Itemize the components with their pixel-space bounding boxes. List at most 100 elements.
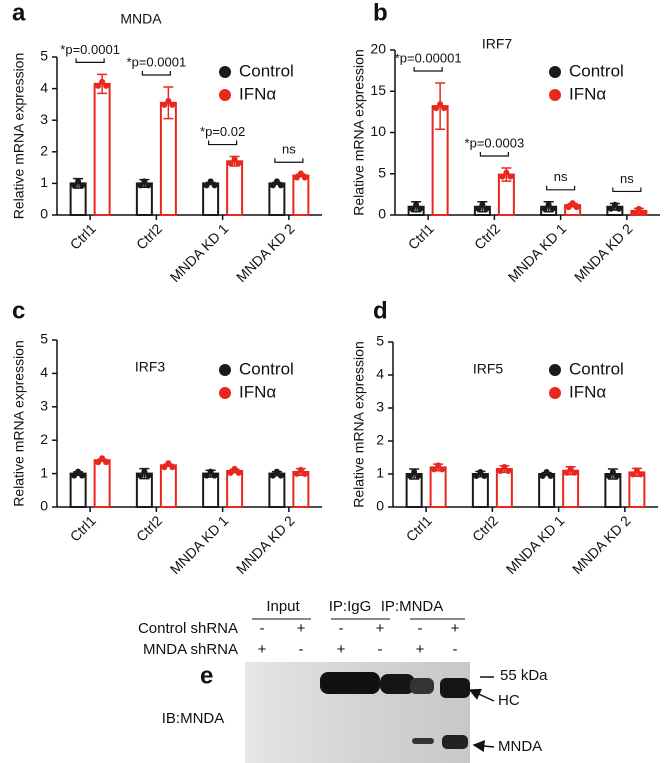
x-tick-label: Ctrl2 [471, 220, 503, 252]
y-axis-label: Relative mRNA expression [351, 341, 367, 508]
y-tick-label: 4 [376, 366, 384, 382]
data-dot [573, 204, 580, 211]
legend-label: Control [239, 61, 294, 80]
legend-marker [549, 66, 561, 78]
data-dot [95, 82, 102, 89]
data-dot [547, 473, 554, 479]
data-dot [235, 160, 242, 167]
data-dot [79, 182, 86, 189]
bar [562, 469, 580, 509]
legend-marker [219, 89, 231, 101]
panel-label: b [373, 0, 388, 26]
data-dot [235, 469, 242, 476]
bar [135, 182, 153, 216]
blot-band [380, 674, 415, 694]
data-dot [141, 178, 148, 185]
y-tick-label: 10 [370, 123, 386, 139]
significance-label: ns [282, 142, 296, 157]
data-dot [417, 205, 424, 212]
data-dot [497, 468, 504, 475]
significance-bracket [141, 71, 171, 76]
data-dot [227, 160, 234, 167]
panel-label: d [373, 297, 388, 324]
data-dot [137, 472, 144, 479]
significance-label: *p=0.0003 [465, 135, 525, 150]
significance-bracket [479, 151, 509, 157]
significance-label: *p=0.02 [200, 124, 245, 139]
x-tick-label: Ctrl1 [403, 512, 435, 544]
y-tick-label: 5 [378, 164, 386, 180]
panel-label: c [12, 297, 25, 324]
sign: - [378, 641, 383, 658]
data-dot [293, 470, 300, 477]
data-dot [297, 466, 304, 473]
marker-label: HC [498, 692, 520, 709]
data-dot [503, 169, 510, 176]
data-dot [437, 101, 444, 108]
bar [292, 470, 310, 508]
bar [495, 468, 513, 508]
data-dot [633, 467, 640, 474]
data-dot [203, 472, 210, 479]
chart-title: IRF5 [473, 361, 504, 377]
x-tick-label: MNDA KD 2 [571, 220, 636, 285]
sign: - [260, 620, 265, 637]
data-dot [75, 468, 82, 475]
data-dot [161, 101, 168, 108]
x-tick-label: MNDA KD 1 [505, 220, 570, 285]
x-tick-label: MNDA KD 2 [569, 512, 634, 577]
legend-label: Control [569, 61, 624, 80]
x-tick-label: Ctrl2 [469, 512, 501, 544]
bar [69, 472, 87, 509]
data-dot [545, 201, 552, 208]
y-tick-label: 4 [40, 364, 48, 380]
bar [429, 466, 447, 508]
bar [538, 473, 556, 508]
legend-label: Control [569, 359, 624, 378]
chart-title: IRF7 [482, 36, 513, 52]
data-dot [409, 205, 416, 212]
data-dot [145, 182, 152, 189]
y-tick-label: 1 [376, 465, 384, 481]
y-tick-label: 4 [40, 79, 48, 95]
y-tick-label: 0 [40, 498, 48, 514]
y-tick-label: 0 [40, 206, 48, 222]
data-dot [507, 173, 514, 180]
data-dot [301, 470, 308, 477]
data-dot [473, 473, 480, 479]
data-dot [211, 472, 218, 479]
legend-label: Control [239, 359, 294, 378]
data-dot [607, 205, 614, 212]
legend-label: IFNα [239, 84, 276, 103]
bar [628, 471, 646, 509]
x-tick-label: Ctrl1 [67, 512, 99, 544]
data-dot [479, 201, 486, 208]
data-dot [435, 462, 442, 469]
blot-band [320, 672, 380, 694]
antibody-label: IB:MNDA [162, 710, 225, 727]
data-dot [169, 101, 176, 108]
data-dot [207, 178, 214, 185]
significance-label: *p=0.0001 [127, 54, 187, 69]
legend-label: IFNα [569, 84, 606, 103]
legend-marker [549, 387, 561, 399]
sign: - [453, 641, 458, 658]
y-tick-label: 5 [376, 333, 384, 349]
sign: + [258, 641, 267, 658]
sign: + [337, 641, 346, 658]
y-tick-label: 1 [40, 174, 48, 190]
significance-label: *p=0.0001 [60, 42, 120, 57]
data-dot [565, 204, 572, 211]
x-tick-label: MNDA KD 1 [167, 220, 232, 285]
y-tick-label: 2 [40, 143, 48, 159]
row-label: Control shRNA [138, 620, 238, 637]
data-dot [277, 182, 284, 189]
data-dot [211, 182, 218, 189]
data-dot [277, 472, 284, 479]
data-dot [301, 174, 308, 181]
blot-band [442, 735, 468, 749]
data-dot [439, 466, 446, 473]
blot-band [412, 738, 434, 744]
